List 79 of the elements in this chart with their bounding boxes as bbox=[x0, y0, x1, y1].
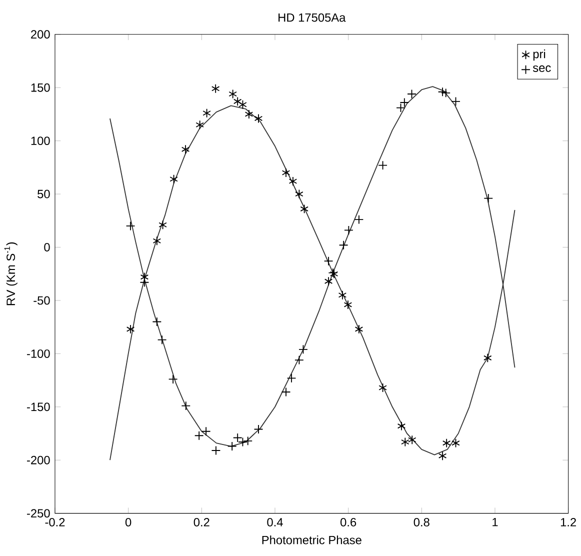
point bbox=[407, 89, 416, 99]
y-tick-label: -250 bbox=[27, 509, 50, 518]
point bbox=[196, 120, 204, 130]
point bbox=[324, 276, 333, 286]
point bbox=[298, 344, 308, 354]
point bbox=[438, 451, 447, 461]
point bbox=[140, 278, 150, 288]
y-tick-label: 100 bbox=[31, 136, 50, 146]
y-tick-label: -50 bbox=[34, 296, 50, 305]
point bbox=[441, 88, 451, 98]
point bbox=[354, 215, 364, 224]
point bbox=[181, 144, 190, 154]
point bbox=[211, 84, 220, 94]
point bbox=[181, 401, 191, 411]
point bbox=[396, 103, 406, 113]
point bbox=[408, 435, 416, 445]
point bbox=[442, 438, 451, 448]
point bbox=[282, 168, 290, 178]
chart-title: HD 17505Aa bbox=[278, 14, 346, 22]
point bbox=[281, 387, 291, 397]
y-tick-label: -100 bbox=[27, 350, 50, 358]
point bbox=[168, 374, 178, 384]
point bbox=[400, 98, 410, 108]
y-tick-label: 150 bbox=[31, 84, 50, 92]
point bbox=[254, 114, 263, 124]
point bbox=[484, 353, 492, 363]
point bbox=[401, 437, 410, 447]
point bbox=[324, 256, 334, 266]
point bbox=[288, 176, 298, 186]
y-tick-label: -200 bbox=[27, 456, 50, 464]
y-tick-label: 200 bbox=[31, 30, 50, 39]
x-tick-label: 0.4 bbox=[267, 518, 283, 527]
x-tick-label: 1 bbox=[492, 518, 498, 526]
point bbox=[158, 220, 167, 230]
point bbox=[295, 190, 304, 199]
x-tick-label: 0.8 bbox=[414, 518, 430, 527]
point bbox=[378, 160, 388, 170]
point bbox=[140, 272, 149, 282]
point bbox=[484, 194, 494, 204]
point bbox=[126, 221, 136, 231]
point bbox=[451, 96, 460, 106]
point bbox=[126, 324, 135, 334]
point bbox=[201, 426, 211, 436]
point bbox=[344, 226, 354, 236]
y-axis-title: RV (Km S$^{-1}$) bbox=[4, 242, 18, 306]
point bbox=[157, 335, 167, 345]
point bbox=[286, 374, 296, 384]
x-tick-label: 0.2 bbox=[194, 518, 210, 527]
point bbox=[152, 236, 162, 246]
point bbox=[438, 87, 448, 97]
y-tick-label: 50 bbox=[38, 190, 50, 198]
point bbox=[338, 240, 348, 250]
x-tick-label: 0 bbox=[125, 518, 132, 527]
point bbox=[243, 436, 253, 446]
point bbox=[194, 431, 204, 440]
point bbox=[170, 174, 178, 184]
point bbox=[452, 438, 460, 448]
y-tick-label: -150 bbox=[27, 402, 50, 412]
x-axis-title: Photometric Phase bbox=[262, 536, 362, 544]
point bbox=[152, 317, 162, 327]
point bbox=[254, 424, 264, 434]
x-tick-label: 1.2 bbox=[560, 518, 576, 526]
point bbox=[211, 446, 221, 456]
point bbox=[338, 290, 347, 300]
point bbox=[238, 100, 247, 110]
point bbox=[202, 108, 211, 118]
point bbox=[294, 356, 304, 365]
legend-label: sec bbox=[532, 66, 551, 72]
point bbox=[344, 300, 352, 310]
point bbox=[244, 110, 254, 120]
point bbox=[397, 422, 406, 431]
point bbox=[227, 442, 237, 452]
x-tick-label: 0.6 bbox=[340, 518, 356, 527]
y-tick-label: 0 bbox=[44, 243, 50, 252]
point bbox=[354, 324, 364, 334]
point bbox=[378, 383, 387, 393]
legend-label: pri bbox=[533, 50, 546, 61]
x-tick-label: -0.2 bbox=[45, 518, 65, 527]
point bbox=[300, 204, 308, 214]
